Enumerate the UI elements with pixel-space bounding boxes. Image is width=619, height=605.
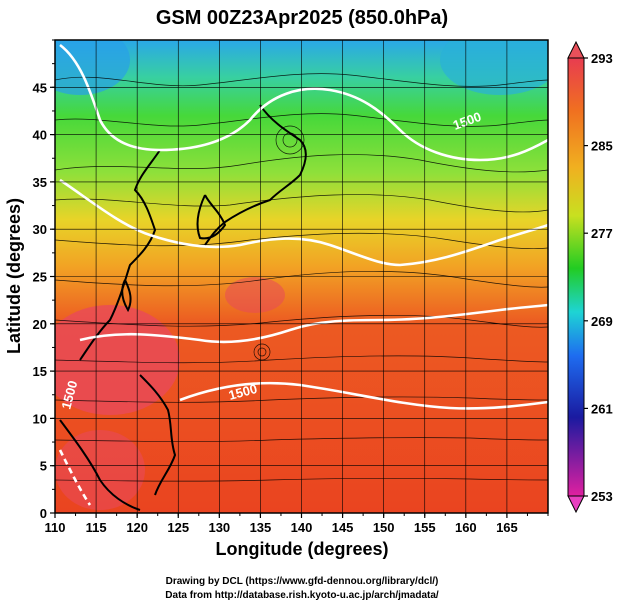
x-tick-label: 165 xyxy=(496,520,518,535)
y-tick-label: 30 xyxy=(33,222,47,237)
colorbar-label: 285 xyxy=(591,139,613,154)
x-tick-label: 145 xyxy=(332,520,354,535)
x-tick-label: 115 xyxy=(86,520,107,535)
streamlines xyxy=(55,73,548,482)
y-axis: 0 5 10 15 20 25 30 35 40 45 xyxy=(33,39,55,521)
grid-lines xyxy=(55,40,548,513)
colorbar-label: 253 xyxy=(591,489,613,504)
y-tick-label: 0 xyxy=(40,506,47,521)
contour-label-2: 1500 xyxy=(227,381,259,403)
cold-region-northwest xyxy=(55,40,130,95)
contour-middle xyxy=(59,178,548,267)
y-tick-label: 35 xyxy=(33,175,47,190)
x-tick-label: 155 xyxy=(414,520,436,535)
chart-title: GSM 00Z23Apr2025 (850.0hPa) xyxy=(156,7,448,29)
colorbar-label: 261 xyxy=(591,401,613,416)
warm-region-east xyxy=(225,277,285,313)
coastline-korea xyxy=(196,194,227,240)
contour-tropical xyxy=(179,381,548,410)
colorbar: 293 285 277 269 261 253 xyxy=(567,40,613,514)
y-tick-label: 10 xyxy=(33,411,47,426)
warm-region-south-china-sea xyxy=(55,305,180,415)
y-tick-label: 5 xyxy=(40,459,47,474)
x-tick-label: 120 xyxy=(126,520,148,535)
x-tick-label: 140 xyxy=(291,520,313,535)
geopotential-contours xyxy=(58,43,548,506)
x-axis: 110 115 120 125 130 135 140 145 150 155 160 165 xyxy=(45,513,549,535)
y-tick-label: 40 xyxy=(33,128,47,143)
credit-line-1: Drawing by DCL (https://www.gfd-dennou.o… xyxy=(166,576,439,587)
coastlines xyxy=(59,104,307,511)
contour-northern xyxy=(59,43,548,162)
x-tick-label: 110 xyxy=(45,520,66,535)
contour-dashed xyxy=(58,449,92,506)
plot-area: 1500 1500 1500 xyxy=(55,40,548,513)
warm-region-borneo xyxy=(55,430,145,510)
cold-region-northeast xyxy=(440,40,548,95)
y-tick-label: 45 xyxy=(33,80,47,95)
colorbar-top-arrow xyxy=(567,40,585,59)
colorbar-ticks: 293 285 277 269 261 253 xyxy=(584,51,613,504)
coastline-china xyxy=(79,149,161,361)
x-tick-label: 135 xyxy=(250,520,272,535)
colorbar-label: 277 xyxy=(591,226,613,241)
coastline-borneo xyxy=(59,419,141,511)
x-tick-label: 125 xyxy=(167,520,189,535)
coastline-philippines xyxy=(139,374,177,496)
y-tick-label: 25 xyxy=(33,270,47,285)
colorbar-bottom-arrow xyxy=(567,495,585,514)
x-tick-label: 160 xyxy=(455,520,477,535)
coastline-taiwan xyxy=(121,279,132,313)
x-tick-label: 150 xyxy=(373,520,395,535)
y-axis-label: Latitude (degrees) xyxy=(4,198,24,354)
y-tick-label: 15 xyxy=(33,364,47,379)
contour-label-3: 1500 xyxy=(58,379,80,411)
credit-line-2: Data from http://database.rish.kyoto-u.a… xyxy=(165,590,439,601)
x-axis-label: Longitude (degrees) xyxy=(215,539,388,559)
colorbar-label: 293 xyxy=(591,51,613,66)
contour-subtropical xyxy=(79,303,548,344)
x-tick-label: 130 xyxy=(208,520,230,535)
colorbar-strip xyxy=(567,57,585,497)
y-tick-label: 20 xyxy=(33,317,47,332)
colorbar-label: 269 xyxy=(591,314,613,329)
